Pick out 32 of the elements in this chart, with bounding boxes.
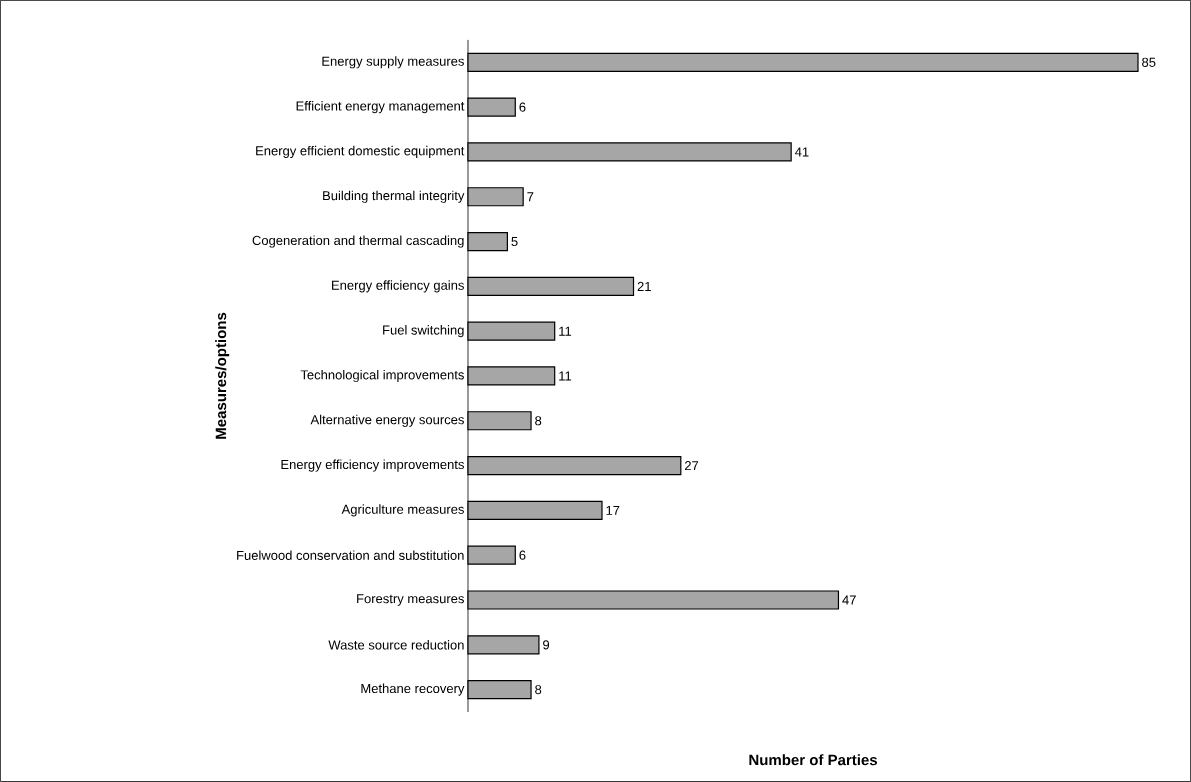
data-label: 21 [637, 281, 651, 291]
data-label: 85 [1142, 57, 1156, 67]
y-axis-title: Measures/options [215, 312, 230, 439]
y-tick-label: Efficient energy management [296, 101, 465, 114]
y-tick-label: Technological improvements [300, 369, 464, 383]
data-label: 6 [519, 102, 526, 112]
data-label: 17 [606, 505, 620, 515]
y-tick-label: Cogeneration and thermal cascading [252, 235, 464, 248]
y-tick-label: Energy efficiency gains [332, 280, 464, 293]
data-label: 11 [559, 326, 572, 336]
data-label: 5 [511, 237, 518, 247]
y-tick-label: Agriculture measures [341, 504, 464, 517]
data-label: 7 [527, 192, 534, 202]
data-label: 11 [559, 371, 572, 381]
y-tick-label: Energy efficient domestic equipment [256, 145, 465, 159]
data-label: 8 [535, 416, 542, 426]
y-tick-label: Methane recovery [361, 683, 465, 696]
y-tick-label: Energy efficiency improvements [281, 459, 464, 472]
y-tick-label: Waste source reduction [328, 640, 464, 650]
y-tick-label: Building thermal integrity [323, 190, 465, 203]
data-label: 9 [543, 640, 550, 650]
data-label: 47 [842, 595, 856, 605]
x-axis-title: Number of Parties [749, 754, 878, 766]
y-tick-label: Fuelwood conservation and substitution [237, 550, 464, 560]
y-tick-label: Alternative energy sources [310, 414, 464, 427]
y-tick-label: Fuel switching [383, 325, 464, 338]
data-label: 27 [685, 461, 699, 471]
y-tick-label: Energy supply measures [322, 56, 464, 69]
data-label: 8 [535, 685, 542, 695]
data-label: 41 [795, 147, 809, 157]
data-label: 6 [519, 550, 526, 560]
y-tick-label: Forestry measures [357, 594, 464, 606]
